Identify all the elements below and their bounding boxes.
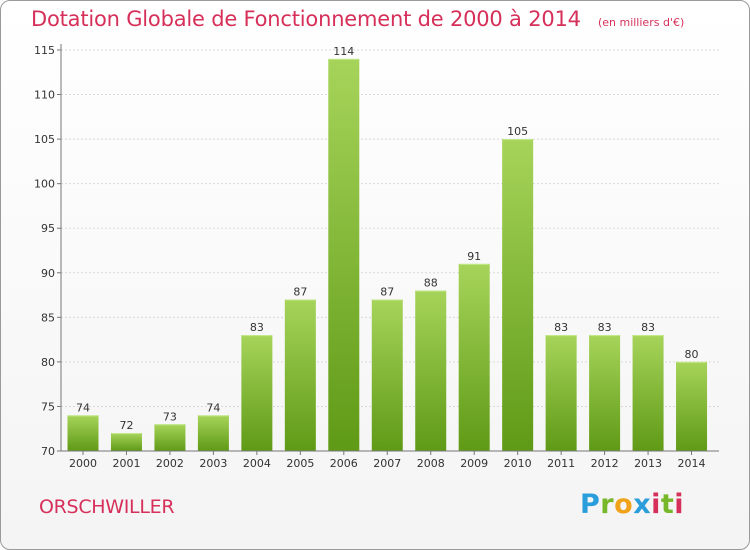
x-tick-label: 2013 [634,457,662,470]
y-tick-label: 115 [34,44,55,57]
axes: 70 75 80 85 90 95 100 105 110 115 2000 2001 2002 2003… [34,44,719,470]
bar-value-label: 105 [507,125,528,138]
bar-value-label: 87 [293,286,307,299]
bar-value-label: 83 [598,321,612,334]
bar-value-label: 72 [119,419,133,432]
bar [328,58,360,452]
bar-value-label: 114 [333,45,354,58]
bar [154,424,186,451]
bar-value-label: 74 [206,401,220,414]
bar-value-label: 83 [250,321,264,334]
x-tick-label: 2004 [243,457,271,470]
y-tick-label: 95 [41,222,55,235]
bar [371,299,403,451]
x-tick-label: 2014 [678,457,706,470]
bar [502,139,534,451]
bar-value-label: 83 [641,321,655,334]
title-row: Dotation Globale de Fonctionnement de 20… [31,7,684,31]
x-tick-label: 2008 [417,457,445,470]
y-tick-label: 85 [41,311,55,324]
chart-title: Dotation Globale de Fonctionnement de 20… [31,7,581,31]
x-tick-label: 2000 [69,457,97,470]
bar-value-label: 73 [163,410,177,423]
x-tick-label: 2001 [112,457,140,470]
bar [589,335,621,451]
x-tick-label: 2011 [547,457,575,470]
y-tick-label: 80 [41,356,55,369]
x-tick-label: 2006 [330,457,358,470]
y-tick-label: 110 [34,89,55,102]
x-tick-label: 2005 [286,457,314,470]
y-tick-label: 70 [41,445,55,458]
x-tick-label: 2010 [504,457,532,470]
x-tick-label: 2012 [591,457,619,470]
bar [67,415,99,451]
y-tick-label: 90 [41,267,55,280]
bar-value-label: 83 [554,321,568,334]
bars: 74 72 73 74 83 87 114 87 88 91 105 83 83 83 80 [67,45,708,452]
y-tick-label: 100 [34,178,55,191]
y-tick-label: 75 [41,400,55,413]
x-tick-label: 2007 [373,457,401,470]
x-tick-label: 2009 [460,457,488,470]
commune-name: ORSCHWILLER [39,496,175,518]
bar [415,290,447,451]
bar [110,433,142,451]
bar [241,335,273,451]
bar-value-label: 88 [424,277,438,290]
bar [632,335,664,451]
bar-value-label: 91 [467,250,481,263]
y-tick-label: 105 [34,133,55,146]
bar-value-label: 87 [380,286,394,299]
chart-subtitle: (en milliers d'€) [597,16,685,29]
bar-value-label: 74 [76,401,90,414]
bar-value-label: 80 [685,348,699,361]
bar [545,335,577,451]
x-tick-label: 2003 [199,457,227,470]
x-tick-label: 2002 [156,457,184,470]
proxiti-logo[interactable]: Proxiti [580,489,685,520]
bar [676,361,708,451]
bar [197,415,229,451]
bar [284,299,316,451]
bar [458,263,490,451]
